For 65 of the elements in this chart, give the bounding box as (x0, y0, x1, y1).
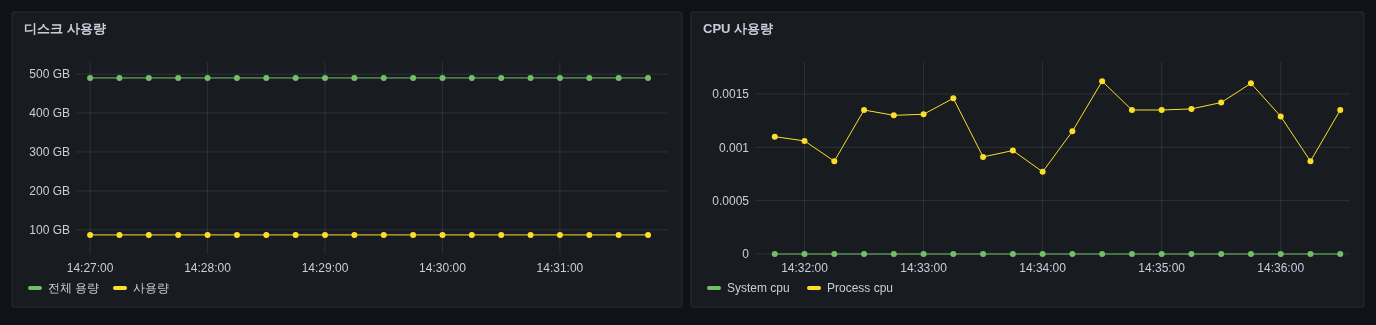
point (1009, 147, 1016, 154)
x-tick-label: 14:30:00 (419, 261, 467, 275)
point (1069, 251, 1076, 257)
x-tick-label: 14:33:00 (900, 261, 948, 275)
point (1277, 251, 1284, 257)
point (861, 107, 868, 113)
point (801, 137, 808, 144)
legend-label: 전체 용량 (48, 281, 100, 295)
chart-title: CPU 사용량 (703, 21, 774, 36)
point (831, 251, 838, 257)
point (771, 251, 778, 257)
point (1247, 80, 1254, 87)
y-tick-label: 0.001 (718, 140, 750, 155)
legend-label: Process cpu (827, 281, 894, 295)
point (1337, 251, 1344, 257)
point (980, 251, 987, 257)
y-tick-label: 0.0005 (712, 193, 750, 208)
y-tick-label: 400 GB (29, 106, 70, 121)
point (1009, 251, 1016, 257)
legend-label: System cpu (727, 281, 790, 295)
point (771, 133, 778, 140)
point (1128, 251, 1135, 257)
x-tick-label: 14:34:00 (1019, 261, 1067, 275)
point (1277, 113, 1284, 120)
x-tick-label: 14:31:00 (536, 261, 584, 275)
point (1069, 128, 1076, 135)
point (1247, 251, 1254, 257)
x-tick-label: 14:36:00 (1257, 261, 1305, 275)
point (1099, 251, 1106, 257)
point (1099, 78, 1106, 85)
point (1307, 251, 1314, 257)
point (890, 112, 897, 119)
point (1128, 107, 1135, 113)
point (1218, 251, 1225, 257)
point (801, 251, 808, 257)
point (1158, 107, 1165, 113)
point (1039, 251, 1046, 257)
point (920, 251, 927, 257)
x-tick-label: 14:29:00 (301, 261, 349, 275)
y-tick-label: 200 GB (29, 184, 70, 199)
x-tick-label: 14:32:00 (781, 261, 829, 275)
point (1039, 168, 1046, 175)
point (1158, 251, 1165, 257)
point (980, 153, 987, 160)
point (1188, 251, 1195, 257)
y-tick-label: 0 (742, 247, 750, 262)
y-tick-label: 500 GB (29, 67, 70, 82)
point (920, 111, 927, 118)
x-tick-label: 14:28:00 (184, 261, 232, 275)
y-tick-label: 0.0015 (712, 87, 750, 102)
point (861, 251, 868, 257)
y-tick-label: 100 GB (29, 223, 70, 238)
legend-label: 사용량 (133, 281, 169, 295)
chart-title: 디스크 사용량 (24, 21, 106, 36)
point (1337, 107, 1344, 113)
point (950, 251, 957, 257)
point (831, 158, 838, 165)
x-tick-label: 14:27:00 (66, 261, 114, 275)
point (1218, 99, 1225, 106)
y-tick-label: 300 GB (29, 145, 70, 160)
x-tick-label: 14:35:00 (1138, 261, 1186, 275)
point (950, 95, 957, 102)
point (1188, 105, 1195, 112)
point (890, 251, 897, 257)
point (1307, 158, 1314, 165)
